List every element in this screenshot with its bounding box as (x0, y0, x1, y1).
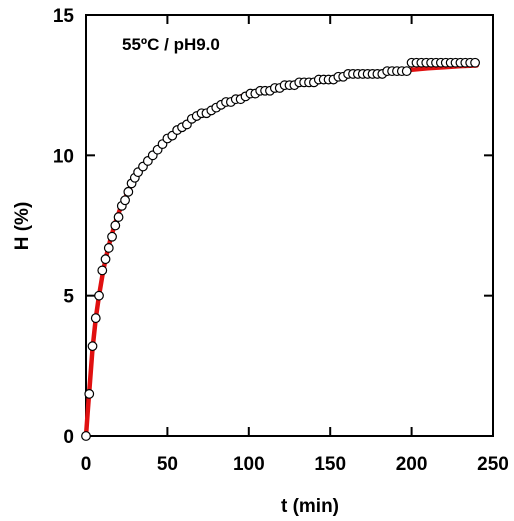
y-axis-title: H (%) (12, 202, 33, 251)
data-point (97, 265, 108, 276)
y-tick-label: 0 (63, 427, 74, 448)
data-point (470, 57, 480, 68)
marker-layer (81, 57, 480, 441)
data-point (87, 341, 98, 352)
data-point (100, 254, 111, 265)
y-tick-label: 10 (53, 146, 74, 167)
plot-border (85, 14, 494, 437)
data-point (110, 220, 121, 231)
fit-line-layer (83, 63, 479, 439)
data-point (120, 195, 130, 206)
x-tick-label: 100 (233, 454, 265, 475)
plot-frame (85, 14, 494, 437)
x-tick-label: 50 (157, 454, 178, 475)
data-point (113, 212, 124, 222)
x-tick-label: 200 (396, 454, 428, 475)
axis-ticks: 0 50 100 150 200 250 0 5 10 15 (53, 6, 509, 475)
y-tick-label: 5 (63, 287, 74, 308)
x-tick-label: 150 (314, 454, 346, 475)
data-point (94, 290, 104, 301)
x-tick-label: 0 (81, 454, 92, 475)
data-point (90, 313, 101, 324)
x-axis-title: t (min) (281, 496, 339, 517)
fit-curve (83, 63, 479, 439)
data-point (84, 389, 95, 399)
data-point (103, 243, 114, 253)
x-tick-label: 250 (477, 454, 509, 475)
data-point (107, 231, 117, 242)
chart-annotation: 55ºC / pH9.0 (122, 35, 220, 54)
data-point (123, 186, 134, 197)
y-tick-label: 15 (53, 6, 75, 27)
data-point (401, 66, 412, 77)
data-point (81, 431, 91, 441)
